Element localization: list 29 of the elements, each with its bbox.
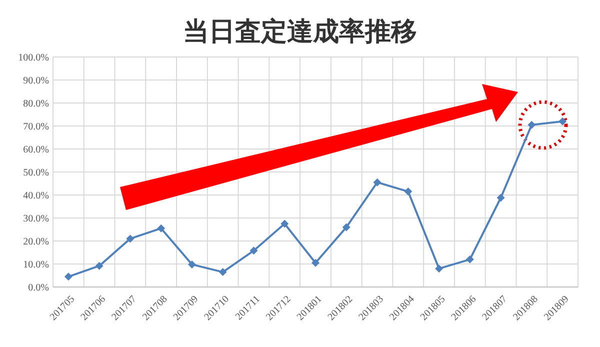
point: [404, 188, 412, 196]
y-tick-label: 90.0%: [23, 76, 49, 86]
point: [496, 194, 505, 202]
point: [250, 246, 258, 255]
y-tick-label: 80.0%: [23, 98, 49, 110]
point: [218, 268, 227, 276]
point: [342, 223, 350, 232]
y-tick-label: 30.0%: [23, 214, 49, 224]
point: [373, 178, 382, 186]
y-tick-label: 20.0%: [23, 236, 49, 248]
chart-title: 当日査定達成率推移: [183, 17, 417, 47]
y-tick-label: 0.0%: [28, 282, 49, 294]
point: [312, 258, 320, 267]
point: [558, 117, 567, 126]
y-tick-label: 100.0%: [18, 52, 49, 64]
point: [95, 262, 104, 270]
y-tick-label: 60.0%: [23, 144, 49, 156]
point: [126, 234, 134, 243]
y-tick-label: 10.0%: [23, 260, 49, 270]
point: [188, 260, 196, 268]
y-tick-label: 70.0%: [23, 122, 49, 132]
point: [435, 264, 444, 273]
y-tick-label: 40.0%: [23, 190, 49, 202]
point: [64, 272, 72, 281]
y-tick-label: 50.0%: [23, 168, 49, 178]
point: [466, 255, 474, 264]
point: [528, 120, 536, 129]
point: [157, 224, 166, 232]
point: [280, 220, 289, 228]
